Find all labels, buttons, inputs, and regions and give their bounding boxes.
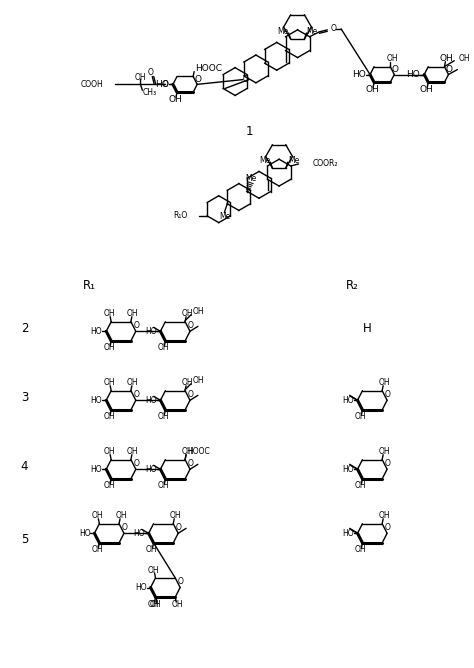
Text: H: H <box>363 321 372 335</box>
Text: 4: 4 <box>21 460 28 472</box>
Text: OH: OH <box>181 448 193 456</box>
Text: O: O <box>446 65 453 74</box>
Text: HO: HO <box>79 529 91 538</box>
Text: OH: OH <box>172 599 183 609</box>
Text: O: O <box>133 321 139 330</box>
Text: HO: HO <box>145 465 156 474</box>
Text: COOH: COOH <box>80 80 103 89</box>
Text: O: O <box>384 390 391 399</box>
Text: O: O <box>188 390 193 399</box>
Text: O: O <box>133 459 139 468</box>
Text: 2: 2 <box>21 321 28 335</box>
Text: OH: OH <box>365 85 379 94</box>
Text: R₁: R₁ <box>83 279 96 292</box>
Text: OH: OH <box>127 309 139 318</box>
Text: OH: OH <box>168 95 182 104</box>
Text: HO: HO <box>91 327 102 336</box>
Text: 3: 3 <box>21 391 28 403</box>
Text: OH: OH <box>181 378 193 387</box>
Text: OH: OH <box>91 511 103 520</box>
Text: CH₃: CH₃ <box>142 88 156 97</box>
Text: HO: HO <box>133 529 145 538</box>
Text: OH: OH <box>181 309 193 318</box>
Text: OH: OH <box>193 307 205 317</box>
Text: OH: OH <box>148 599 159 609</box>
Text: HO: HO <box>342 529 354 538</box>
Text: HO: HO <box>155 80 169 89</box>
Text: OH: OH <box>378 378 390 387</box>
Text: OH: OH <box>127 378 139 387</box>
Text: O: O <box>162 80 168 89</box>
Text: OH: OH <box>91 545 103 554</box>
Text: OH: OH <box>115 511 127 520</box>
Text: OH: OH <box>127 448 139 456</box>
Text: O: O <box>147 68 153 77</box>
Text: HO: HO <box>91 465 102 474</box>
Text: OH: OH <box>458 54 470 63</box>
Text: R₂: R₂ <box>346 279 359 292</box>
Text: O: O <box>243 75 249 84</box>
Text: HOOC: HOOC <box>195 64 222 73</box>
Text: OH: OH <box>146 545 157 554</box>
Text: R₁O: R₁O <box>173 211 188 220</box>
Text: O: O <box>330 24 336 33</box>
Text: O: O <box>133 390 139 399</box>
Text: O: O <box>176 523 182 532</box>
Text: HOOC: HOOC <box>187 448 210 456</box>
Text: 5: 5 <box>21 534 28 546</box>
Text: O: O <box>392 65 399 74</box>
Text: O: O <box>384 459 391 468</box>
Text: COOR₂: COOR₂ <box>312 160 338 168</box>
Text: OH: OH <box>103 481 115 490</box>
Text: OH: OH <box>103 309 115 318</box>
Text: HO: HO <box>91 395 102 405</box>
Text: O: O <box>195 75 201 84</box>
Text: OH: OH <box>386 54 398 63</box>
Text: OH: OH <box>103 412 115 422</box>
Text: HO: HO <box>145 395 156 405</box>
Text: O: O <box>121 523 128 532</box>
Text: OH: OH <box>103 378 115 387</box>
Text: OH: OH <box>103 448 115 456</box>
Text: Me: Me <box>246 174 257 183</box>
Text: OH: OH <box>157 481 169 490</box>
Text: OH: OH <box>355 545 366 554</box>
Text: O: O <box>384 523 391 532</box>
Text: HO: HO <box>342 395 354 405</box>
Text: Me: Me <box>307 27 318 35</box>
Text: HO: HO <box>352 70 366 79</box>
Text: HO: HO <box>145 327 156 336</box>
Text: Me: Me <box>288 156 299 165</box>
Text: OH: OH <box>169 511 181 520</box>
Text: HO: HO <box>407 70 420 79</box>
Text: HO: HO <box>135 583 146 592</box>
Text: OH: OH <box>419 85 433 94</box>
Text: OH: OH <box>378 511 390 520</box>
Text: OH: OH <box>103 343 115 352</box>
Text: Me: Me <box>277 27 289 35</box>
Text: HO: HO <box>342 465 354 474</box>
Text: 1: 1 <box>246 124 253 138</box>
Text: O: O <box>178 577 183 587</box>
Text: Me: Me <box>259 156 271 165</box>
Text: OH: OH <box>135 73 146 82</box>
Text: O: O <box>188 459 193 468</box>
Text: OH: OH <box>148 566 159 574</box>
Text: OH: OH <box>378 448 390 456</box>
Text: OH: OH <box>157 343 169 352</box>
Text: OH: OH <box>193 376 205 385</box>
Text: OH: OH <box>355 481 366 490</box>
Text: OH: OH <box>150 601 161 609</box>
Text: OH: OH <box>439 54 453 63</box>
Text: Me: Me <box>219 212 231 221</box>
Text: OH: OH <box>355 412 366 422</box>
Text: O: O <box>188 321 193 330</box>
Text: OH: OH <box>157 412 169 422</box>
